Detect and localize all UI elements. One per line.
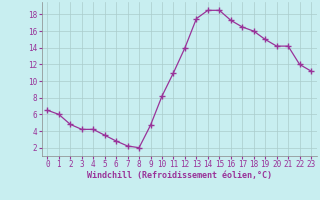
X-axis label: Windchill (Refroidissement éolien,°C): Windchill (Refroidissement éolien,°C) [87, 171, 272, 180]
